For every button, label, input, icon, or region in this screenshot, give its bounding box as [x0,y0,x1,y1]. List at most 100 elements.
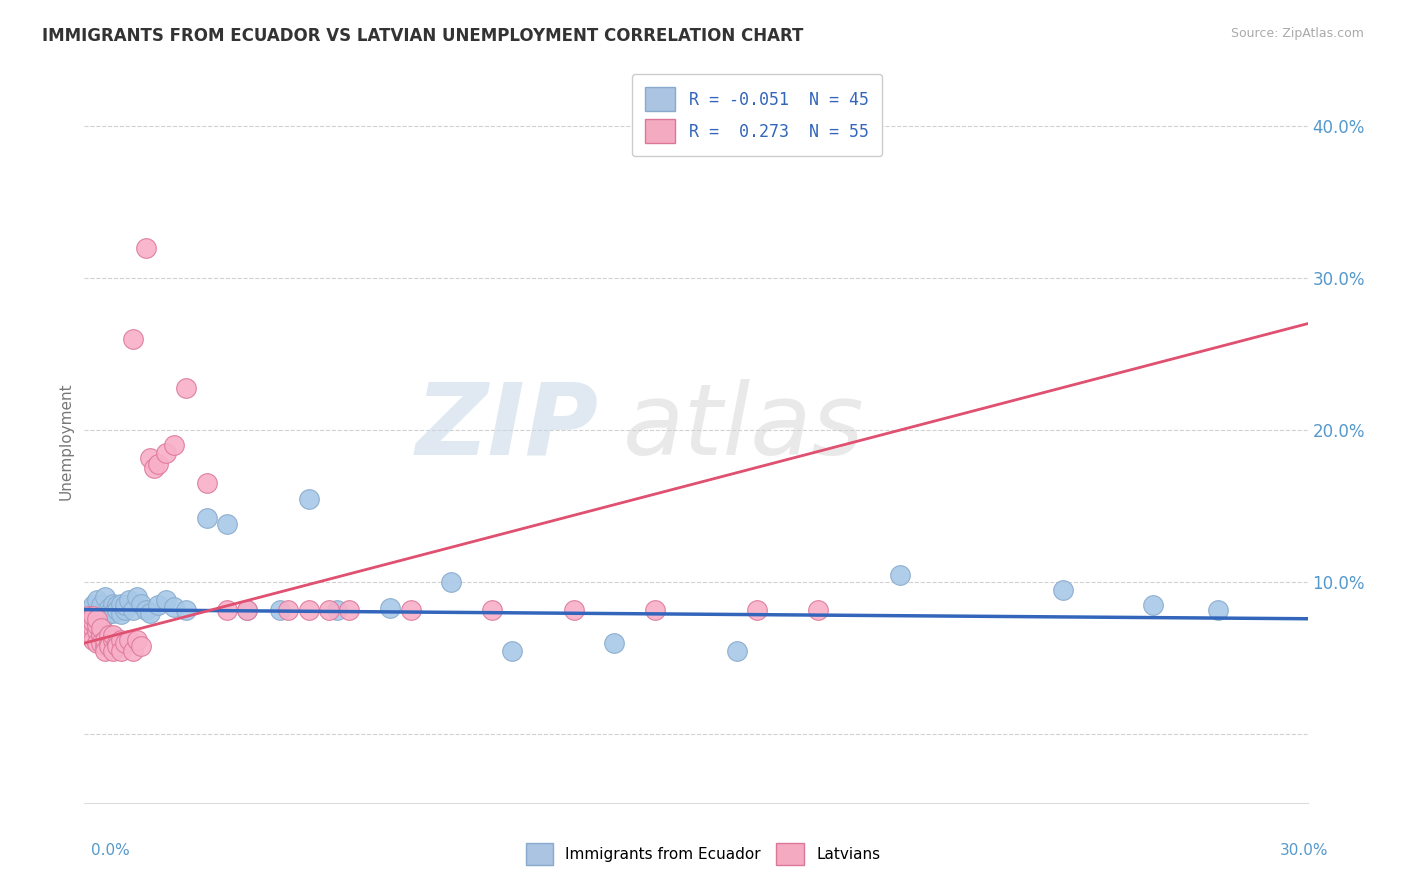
Point [1206,602,1229,616]
Point [90,636,112,650]
Point [236,602,259,616]
Point [86,608,108,623]
Point [110,643,132,657]
Point [101,628,124,642]
Point [380,601,402,615]
Point [138,450,160,465]
Point [86,612,108,626]
Point [131,597,153,611]
Point [135,241,157,255]
Point [236,602,259,616]
Point [97,606,120,620]
Point [77,602,100,616]
Text: 30.0%: 30.0% [1281,843,1329,858]
Point [93,591,115,605]
Point [93,633,115,648]
Point [101,597,124,611]
Point [217,517,239,532]
Point [269,602,291,616]
Text: ZIP: ZIP [415,378,598,475]
Point [889,567,911,582]
Text: 0.0%: 0.0% [91,843,131,858]
Point [562,602,585,616]
Point [155,593,177,607]
Point [97,601,120,615]
Point [86,593,108,607]
Point [725,643,748,657]
Point [97,636,120,650]
Point [93,643,115,657]
Point [440,575,463,590]
Text: IMMIGRANTS FROM ECUADOR VS LATVIAN UNEMPLOYMENT CORRELATION CHART: IMMIGRANTS FROM ECUADOR VS LATVIAN UNEMP… [42,27,804,45]
Point [82,606,104,620]
Point [82,621,104,635]
Point [101,633,124,648]
Point [97,639,120,653]
Point [118,633,141,648]
Point [399,602,422,616]
Point [105,639,128,653]
Point [93,639,115,653]
Point [114,602,136,616]
Point [86,636,108,650]
Point [90,606,112,620]
Point [105,602,128,616]
Point [93,608,115,623]
Point [86,624,108,638]
Point [110,597,132,611]
Point [142,461,165,475]
Point [146,457,169,471]
Point [90,621,112,635]
Point [747,602,769,616]
Point [110,633,132,648]
Point [174,380,197,394]
Point [339,602,361,616]
Point [195,476,218,491]
Point [138,606,160,620]
Point [82,608,104,623]
Point [90,598,112,612]
Point [277,602,299,616]
Point [127,591,149,605]
Text: Source: ZipAtlas.com: Source: ZipAtlas.com [1230,27,1364,40]
Point [326,602,349,616]
Point [122,332,145,346]
Point [101,606,124,620]
Point [174,602,197,616]
Point [127,633,149,648]
Point [77,617,100,632]
Point [122,643,145,657]
Point [217,602,239,616]
Text: atlas: atlas [623,378,865,475]
Point [101,643,124,657]
Legend: Immigrants from Ecuador, Latvians: Immigrants from Ecuador, Latvians [520,837,886,871]
Point [644,602,666,616]
Point [90,628,112,642]
Point [163,438,186,452]
Point [82,633,104,648]
Point [318,602,340,616]
Point [122,602,145,616]
Point [86,617,108,632]
Point [1052,582,1074,597]
Point [110,607,132,622]
Point [135,602,157,616]
Point [114,636,136,650]
Point [105,636,128,650]
Point [77,608,100,623]
Point [195,511,218,525]
Point [118,593,141,607]
Point [163,599,186,614]
Point [114,598,136,612]
Point [1142,598,1164,612]
Point [77,628,100,642]
Y-axis label: Unemployment: Unemployment [58,383,73,500]
Point [146,598,169,612]
Point [77,613,100,627]
Point [131,639,153,653]
Point [82,598,104,612]
Point [77,624,100,638]
Point [603,636,626,650]
Point [298,602,321,616]
Legend: R = -0.051  N = 45, R =  0.273  N = 55: R = -0.051 N = 45, R = 0.273 N = 55 [633,74,882,156]
